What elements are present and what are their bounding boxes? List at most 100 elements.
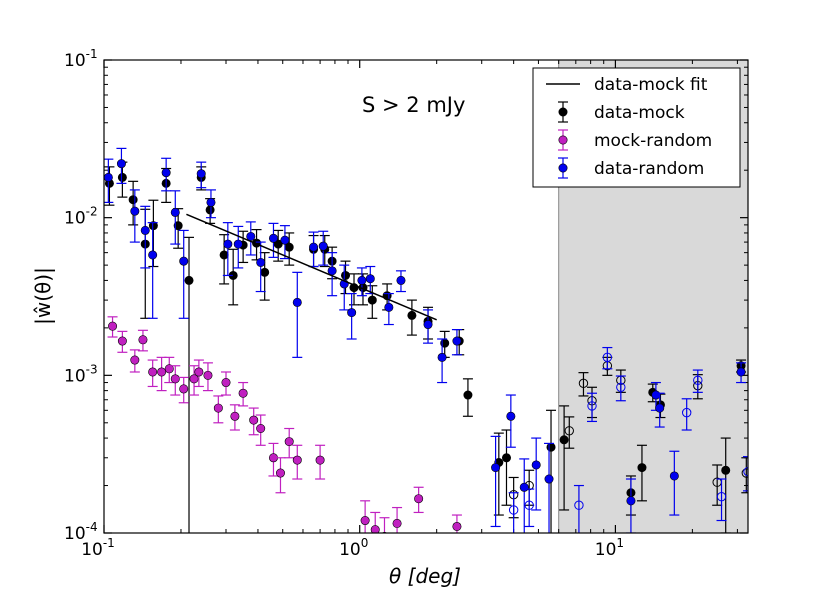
data-point	[249, 415, 259, 425]
x-tick-label: 101	[595, 536, 624, 560]
data-point	[357, 275, 367, 285]
data-point	[407, 310, 417, 320]
data-point	[367, 295, 377, 305]
data-point	[148, 250, 158, 260]
legend-label: data-random	[594, 159, 704, 179]
data-point	[205, 205, 215, 215]
data-point	[170, 374, 180, 384]
data-point	[655, 403, 665, 413]
data-point	[365, 274, 375, 284]
data-point	[716, 491, 727, 502]
data-point	[117, 172, 127, 182]
data-point	[519, 482, 529, 492]
data-point	[491, 463, 501, 473]
data-point	[414, 494, 424, 504]
data-point	[681, 407, 692, 418]
data-point	[173, 221, 183, 231]
legend-box	[532, 67, 741, 188]
data-point	[203, 370, 213, 380]
legend-marker-swatch	[558, 163, 568, 173]
data-point	[292, 297, 302, 307]
data-point	[179, 384, 189, 394]
data-point	[501, 453, 511, 463]
data-point	[233, 239, 243, 249]
y-tick-label: 10-3	[64, 362, 98, 386]
data-point	[669, 471, 679, 481]
data-point	[128, 195, 138, 205]
data-point	[452, 336, 462, 346]
data-point	[213, 403, 223, 413]
data-point	[275, 468, 285, 478]
data-point	[104, 172, 113, 182]
series-data-random-negative-	[508, 346, 748, 533]
data-point	[693, 375, 703, 386]
data-point	[721, 465, 731, 475]
data-point	[179, 256, 189, 266]
data-point	[508, 505, 519, 515]
data-point	[637, 463, 647, 473]
data-point	[148, 367, 158, 377]
data-point	[309, 242, 319, 252]
legend-item: data-mock fit	[546, 75, 708, 95]
data-point	[161, 168, 171, 178]
data-point	[196, 169, 206, 179]
data-point	[559, 435, 569, 445]
data-point	[574, 500, 584, 510]
data-point	[268, 233, 278, 243]
data-point	[230, 411, 240, 421]
data-point	[164, 364, 174, 374]
y-tick-label: 10-4	[64, 520, 98, 544]
data-point	[108, 321, 118, 331]
data-point	[130, 206, 140, 216]
data-point	[423, 320, 433, 330]
data-point	[736, 367, 746, 377]
data-point	[587, 401, 597, 411]
data-point	[140, 225, 150, 235]
data-point	[463, 390, 473, 400]
data-point	[238, 388, 248, 398]
data-point	[318, 241, 328, 251]
data-point	[223, 239, 233, 249]
data-point	[396, 275, 406, 285]
data-point	[384, 302, 394, 312]
data-point	[219, 250, 229, 260]
data-point	[437, 352, 447, 362]
data-point	[626, 496, 636, 506]
x-tick-label: 100	[339, 536, 368, 560]
data-point	[130, 355, 140, 365]
data-point	[292, 455, 302, 465]
data-point	[564, 426, 574, 436]
data-point	[138, 335, 148, 345]
y-axis-label: |ŵ(θ)|	[31, 267, 55, 325]
data-point	[194, 367, 204, 377]
data-point	[602, 352, 613, 363]
data-point	[246, 231, 256, 241]
data-point	[260, 267, 270, 277]
data-point	[392, 518, 402, 528]
data-point	[221, 378, 231, 388]
legend: data-mock fit data-mock mock-random data-ra…	[532, 67, 741, 188]
data-point	[578, 378, 589, 389]
data-point	[170, 207, 180, 217]
data-point	[148, 221, 158, 231]
data-point	[360, 516, 370, 526]
series-mock-random	[107, 316, 462, 533]
legend-label: mock-random	[594, 131, 712, 151]
legend-item: mock-random	[558, 129, 712, 151]
legend-item: data-random	[558, 157, 704, 179]
data-point	[531, 460, 541, 470]
x-tick-label: 10-1	[81, 536, 115, 560]
legend-label: data-mock	[594, 103, 685, 123]
data-point	[506, 411, 516, 421]
data-point	[524, 500, 534, 510]
legend-label: data-mock fit	[594, 75, 708, 95]
data-point	[184, 275, 194, 285]
legend-marker-swatch	[558, 107, 568, 117]
data-point	[546, 442, 556, 452]
data-point	[117, 336, 127, 346]
data-point	[284, 437, 294, 447]
data-point	[116, 159, 126, 169]
data-point	[651, 390, 661, 400]
data-point	[206, 197, 216, 207]
